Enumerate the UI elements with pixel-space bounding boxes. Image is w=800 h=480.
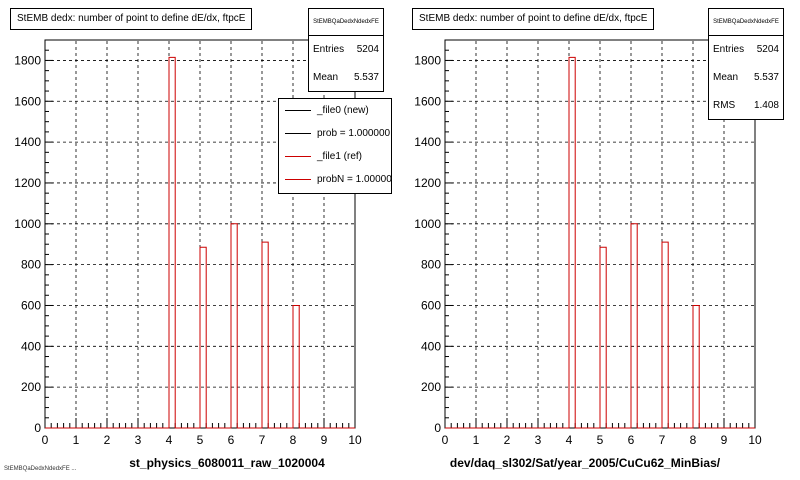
- right-stats-mean-label: Mean: [713, 72, 739, 83]
- left-x-tick-label-6: 6: [228, 433, 235, 447]
- left-stats-histogram-name: StEMBQaDedxNdedxFE: [309, 9, 383, 36]
- right-y-tick-label-200: 200: [421, 380, 441, 394]
- right-histogram-bar-4: [662, 242, 668, 428]
- legend-entry-file1: _file1 (ref): [279, 145, 391, 168]
- legend-label-file1: _file1 (ref): [317, 151, 363, 162]
- legend-entry-file0: _file0 (new): [279, 99, 391, 122]
- left-legend: _file0 (new) prob = 1.000000 _file1 (ref…: [278, 98, 392, 194]
- left-y-tick-label-1400: 1400: [14, 135, 41, 149]
- right-x-tick-label-7: 7: [659, 433, 666, 447]
- left-stats-entries-label: Entries: [313, 44, 345, 55]
- right-x-tick-label-6: 6: [628, 433, 635, 447]
- right-x-tick-label-10: 10: [748, 433, 762, 447]
- legend-label-file0: _file0 (new): [317, 105, 369, 116]
- right-stats-entries-value: 5204: [756, 44, 779, 55]
- legend-swatch-file1: [285, 156, 311, 157]
- left-histogram-bar-1: [169, 57, 175, 428]
- legend-swatch-prob: [285, 133, 311, 134]
- right-plot-title: StEMB dedx: number of point to define dE…: [412, 8, 655, 30]
- left-plot-title: StEMB dedx: number of point to define dE…: [10, 8, 253, 30]
- left-x-axis-label: st_physics_6080011_raw_1020004: [129, 456, 325, 470]
- right-y-tick-label-1400: 1400: [414, 135, 441, 149]
- left-y-tick-label-200: 200: [21, 380, 41, 394]
- right-stats-row-mean: Mean 5.537: [709, 64, 783, 92]
- right-histogram-bar-2: [600, 247, 606, 428]
- right-histogram-bar-1: [569, 57, 575, 428]
- right-histogram-outline: [445, 56, 755, 429]
- left-x-tick-label-5: 5: [197, 433, 204, 447]
- left-x-tick-label-1: 1: [73, 433, 80, 447]
- left-x-tick-label-3: 3: [135, 433, 142, 447]
- left-histogram-bar-4: [262, 242, 268, 428]
- left-y-tick-label-800: 800: [21, 258, 41, 272]
- legend-entry-probn: probN = 1.000000: [279, 168, 391, 191]
- left-histogram-bar-2: [200, 247, 206, 428]
- right-histogram-bar-3: [631, 224, 637, 428]
- right-stats-box: StEMBQaDedxNdedxFE Entries 5204 Mean 5.5…: [708, 8, 784, 120]
- right-x-tick-label-4: 4: [566, 433, 573, 447]
- right-y-tick-label-800: 800: [421, 258, 441, 272]
- left-stats-entries-value: 5204: [356, 44, 379, 55]
- left-x-tick-label-4: 4: [166, 433, 173, 447]
- left-stats-mean-label: Mean: [313, 72, 339, 83]
- legend-label-prob: prob = 1.000000: [317, 128, 391, 139]
- left-stats-row-entries: Entries 5204: [309, 36, 383, 64]
- right-y-tick-label-1000: 1000: [414, 217, 441, 231]
- right-stats-histogram-name: StEMBQaDedxNdedxFE: [709, 9, 783, 36]
- left-stats-box: StEMBQaDedxNdedxFE Entries 5204 Mean 5.5…: [308, 8, 384, 92]
- right-y-tick-label-1600: 1600: [414, 94, 441, 108]
- legend-label-probn: probN = 1.000000: [317, 174, 392, 185]
- legend-swatch-probn: [285, 179, 311, 180]
- right-x-tick-label-0: 0: [442, 433, 449, 447]
- right-stats-rms-value: 1.408: [753, 100, 779, 111]
- left-x-tick-label-8: 8: [290, 433, 297, 447]
- left-x-tick-label-7: 7: [259, 433, 266, 447]
- left-x-tick-label-0: 0: [42, 433, 49, 447]
- left-y-tick-label-0: 0: [34, 421, 41, 435]
- right-y-tick-label-400: 400: [421, 339, 441, 353]
- right-x-tick-label-5: 5: [597, 433, 604, 447]
- right-histogram-bar-5: [693, 305, 699, 428]
- left-x-tick-label-9: 9: [321, 433, 328, 447]
- left-y-tick-label-1800: 1800: [14, 53, 41, 67]
- right-y-tick-label-1200: 1200: [414, 176, 441, 190]
- left-y-tick-label-600: 600: [21, 298, 41, 312]
- left-y-tick-label-400: 400: [21, 339, 41, 353]
- left-y-tick-label-1000: 1000: [14, 217, 41, 231]
- right-y-tick-label-1800: 1800: [414, 53, 441, 67]
- footnote-text: StEMBQaDedxNdedxFE ...: [4, 466, 77, 472]
- right-x-tick-label-3: 3: [535, 433, 542, 447]
- right-stats-row-entries: Entries 5204: [709, 36, 783, 64]
- legend-swatch-file0: [285, 110, 311, 111]
- left-y-tick-label-1600: 1600: [14, 94, 41, 108]
- left-stats-mean-value: 5.537: [353, 72, 379, 83]
- right-x-axis-label: dev/daq_sl302/Sat/year_2005/CuCu62_MinBi…: [449, 456, 721, 470]
- left-histogram-bar-5: [293, 305, 299, 428]
- legend-entry-prob: prob = 1.000000: [279, 122, 391, 145]
- left-stats-row-mean: Mean 5.537: [309, 64, 383, 92]
- left-histogram-bar-3: [231, 224, 237, 428]
- right-stats-entries-label: Entries: [713, 44, 745, 55]
- left-x-tick-label-10: 10: [348, 433, 362, 447]
- right-stats-row-rms: RMS 1.408: [709, 92, 783, 120]
- left-histogram-outline: [45, 56, 355, 429]
- left-y-tick-label-1200: 1200: [14, 176, 41, 190]
- right-x-tick-label-9: 9: [721, 433, 728, 447]
- right-stats-mean-value: 5.537: [753, 72, 779, 83]
- right-stats-rms-label: RMS: [713, 100, 736, 111]
- right-x-tick-label-1: 1: [473, 433, 480, 447]
- right-x-tick-label-8: 8: [690, 433, 697, 447]
- right-y-tick-label-600: 600: [421, 298, 441, 312]
- left-x-tick-label-2: 2: [104, 433, 111, 447]
- right-x-tick-label-2: 2: [504, 433, 511, 447]
- right-y-tick-label-0: 0: [434, 421, 441, 435]
